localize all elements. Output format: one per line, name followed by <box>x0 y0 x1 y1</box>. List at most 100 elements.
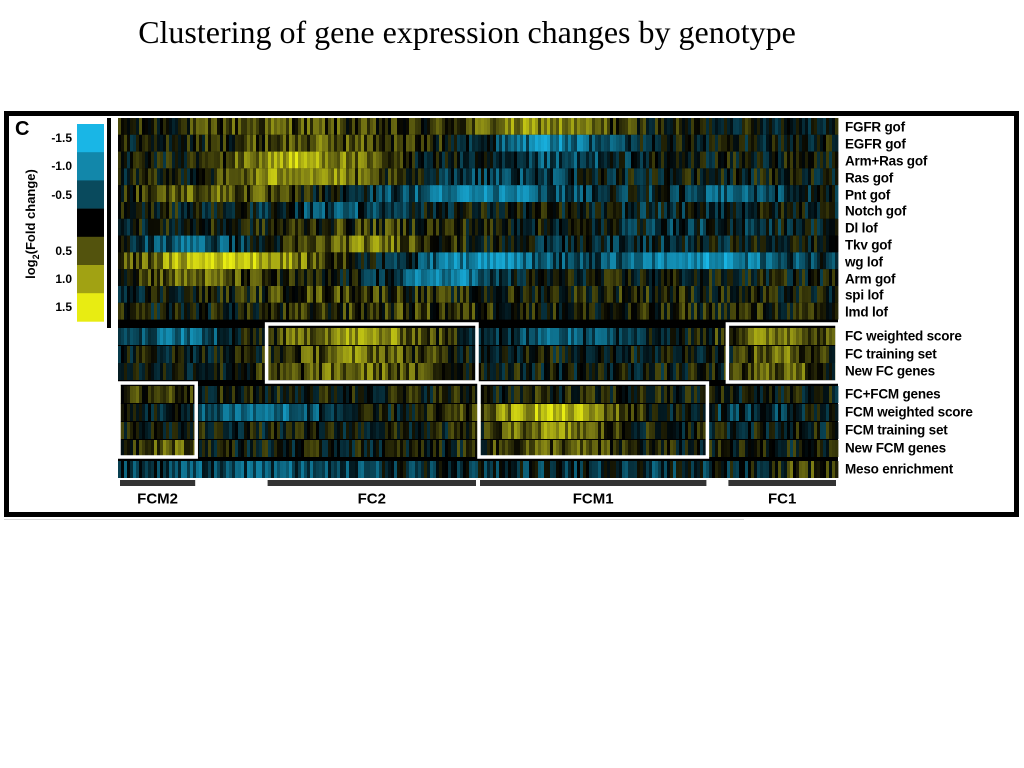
heatmap-cell <box>139 422 143 439</box>
heatmap-cell <box>769 346 773 363</box>
heatmap-cell <box>379 269 383 286</box>
heatmap-cell <box>805 185 809 202</box>
heatmap-cell <box>802 168 806 186</box>
heatmap-cell <box>709 346 713 363</box>
heatmap-cell <box>499 235 503 253</box>
heatmap-cell <box>229 218 233 236</box>
heatmap-cell <box>301 218 305 236</box>
heatmap-cell <box>355 404 359 421</box>
heatmap-cell <box>256 422 260 439</box>
heatmap-cell <box>208 346 212 363</box>
heatmap-cell <box>592 461 596 478</box>
heatmap-cell <box>451 151 455 169</box>
heatmap-cell <box>214 386 218 403</box>
heatmap-cell <box>754 185 758 202</box>
heatmap-cell <box>700 151 704 169</box>
heatmap-cell <box>448 440 452 457</box>
heatmap-cell <box>175 302 179 320</box>
heatmap-cell <box>799 168 803 186</box>
heatmap-cell <box>679 185 683 202</box>
heatmap-cell <box>400 363 404 380</box>
heatmap-cell <box>214 269 218 286</box>
heatmap-cell <box>712 302 716 320</box>
heatmap-cell <box>679 302 683 320</box>
heatmap-cell <box>229 168 233 186</box>
heatmap-cell <box>805 328 809 345</box>
heatmap-cell <box>424 461 428 478</box>
heatmap-cell <box>739 269 743 286</box>
heatmap-cell <box>385 235 389 253</box>
heatmap-cell <box>385 302 389 320</box>
heatmap-cell <box>745 168 749 186</box>
heatmap-cell <box>652 404 656 421</box>
heatmap-cell <box>433 286 437 303</box>
heatmap-cell <box>292 328 296 345</box>
heatmap-cell <box>751 440 755 457</box>
heatmap-cell <box>151 252 155 270</box>
heatmap-cell <box>256 386 260 403</box>
heatmap-cell <box>376 328 380 345</box>
heatmap-cell <box>820 302 824 320</box>
heatmap-cell <box>550 440 554 457</box>
heatmap-cell <box>343 346 347 363</box>
heatmap-cell <box>193 252 197 270</box>
heatmap-cell <box>640 118 644 135</box>
heatmap-cell <box>124 422 128 439</box>
heatmap-cell <box>817 346 821 363</box>
heatmap-cell <box>751 461 755 478</box>
heatmap-cell <box>151 235 155 253</box>
heatmap-cell <box>208 440 212 457</box>
heatmap-cell <box>694 218 698 236</box>
heatmap-cell <box>451 346 455 363</box>
heatmap-cell <box>325 422 329 439</box>
heatmap-cell <box>214 151 218 169</box>
heatmap-cell <box>718 404 722 421</box>
heatmap-cell <box>757 134 761 152</box>
heatmap-cell <box>469 404 473 421</box>
heatmap-cell <box>790 134 794 152</box>
heatmap-cell <box>373 363 377 380</box>
heatmap-cell <box>250 185 254 202</box>
heatmap-cell <box>295 134 299 152</box>
heatmap-cell <box>454 422 458 439</box>
heatmap-cell <box>736 346 740 363</box>
heatmap-cell <box>802 218 806 236</box>
heatmap-cell <box>355 440 359 457</box>
heatmap-cell <box>268 363 272 380</box>
heatmap-cell <box>451 134 455 152</box>
heatmap-cell <box>553 404 557 421</box>
heatmap-cell <box>241 302 245 320</box>
heatmap-cell <box>301 151 305 169</box>
heatmap-cell <box>787 286 791 303</box>
heatmap-cell <box>412 118 416 135</box>
heatmap-cell <box>295 386 299 403</box>
heatmap-cell <box>697 118 701 135</box>
heatmap-cell <box>352 185 356 202</box>
heatmap-cell <box>340 235 344 253</box>
heatmap-cell <box>277 386 281 403</box>
heatmap-cell <box>568 404 572 421</box>
heatmap-cell <box>601 269 605 286</box>
heatmap-cell <box>658 151 662 169</box>
heatmap-cell <box>271 185 275 202</box>
heatmap-cell <box>466 328 470 345</box>
heatmap-cell <box>703 346 707 363</box>
heatmap-cell <box>676 422 680 439</box>
heatmap-cell <box>487 328 491 345</box>
heatmap-cell <box>607 404 611 421</box>
heatmap-cell <box>379 346 383 363</box>
heatmap-cell <box>202 252 206 270</box>
heatmap-cell <box>292 363 296 380</box>
heatmap-cell <box>184 118 188 135</box>
heatmap-cell <box>709 168 713 186</box>
heatmap-cell <box>532 218 536 236</box>
heatmap-cell <box>307 202 311 219</box>
heatmap-cell <box>529 422 533 439</box>
heatmap-cell <box>544 286 548 303</box>
heatmap-cell <box>679 404 683 421</box>
heatmap-cell <box>583 252 587 270</box>
heatmap-cell <box>817 461 821 478</box>
heatmap-cell <box>397 286 401 303</box>
heatmap-cell <box>568 302 572 320</box>
heatmap-cell <box>217 286 221 303</box>
